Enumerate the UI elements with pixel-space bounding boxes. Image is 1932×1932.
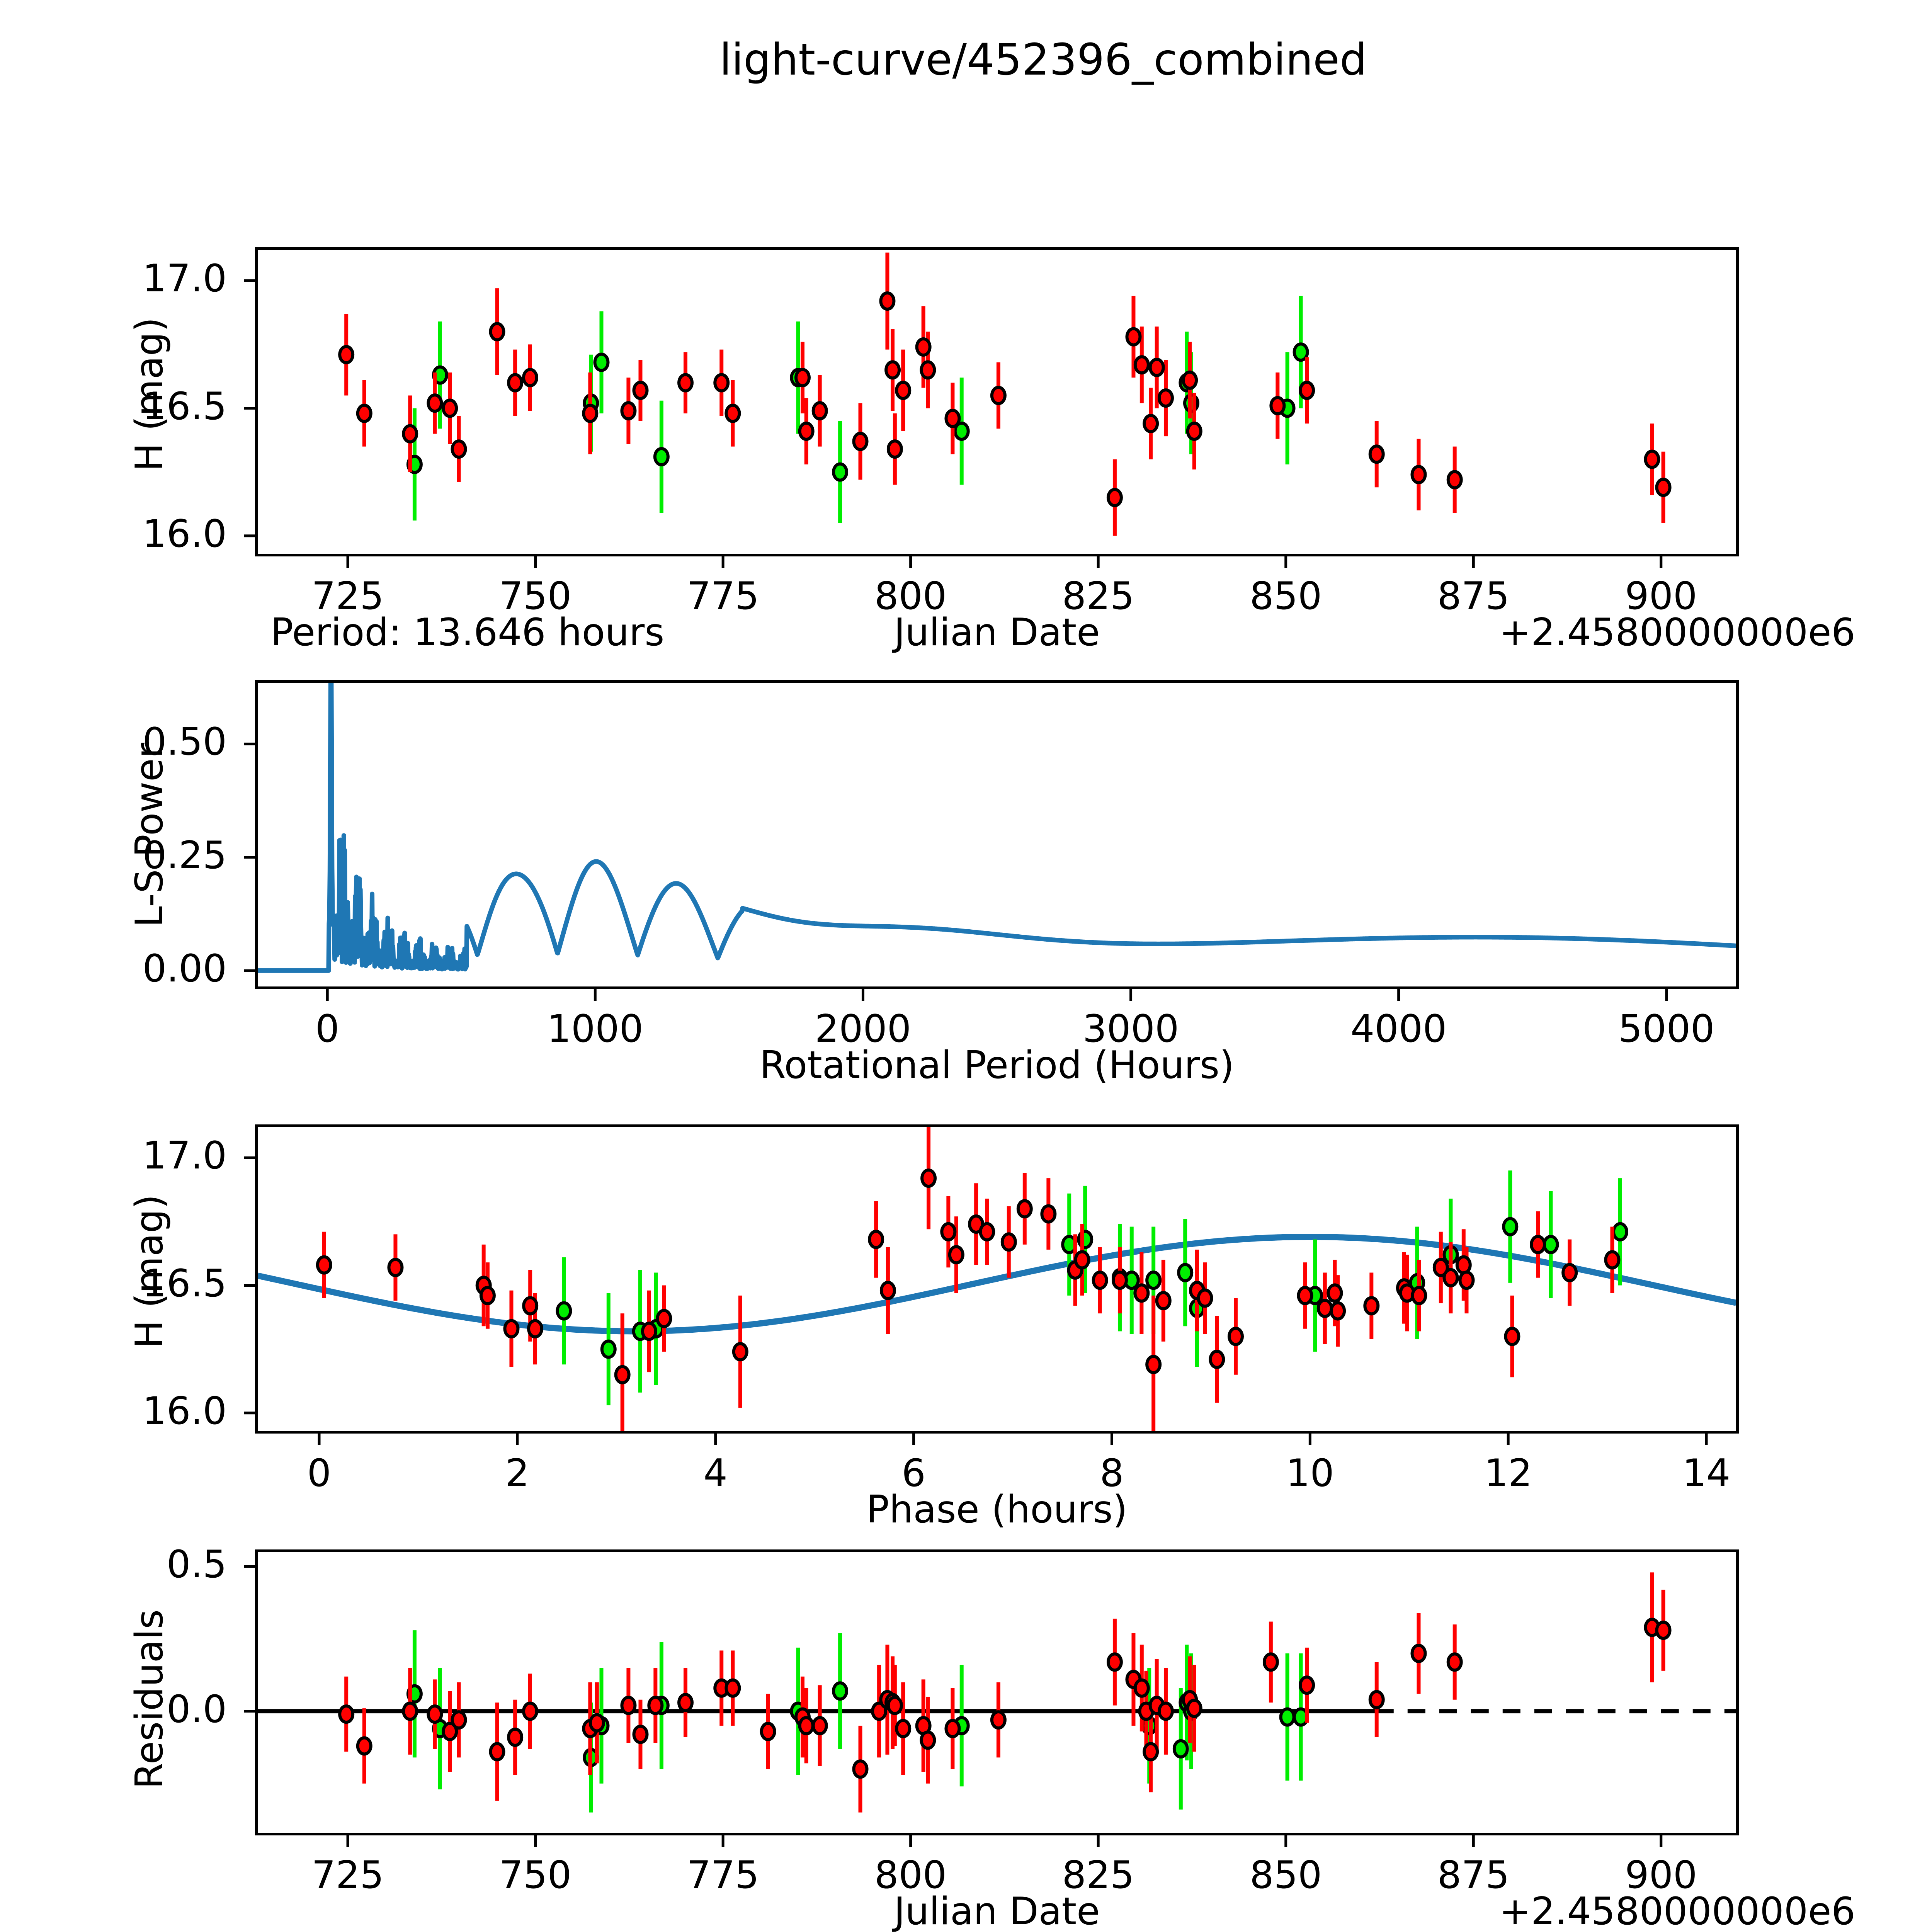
- residuals-xtick-label: 825: [1062, 1853, 1134, 1897]
- periodogram-ytick-label: 0.00: [142, 946, 227, 991]
- residuals-xtick-label: 800: [874, 1853, 947, 1897]
- phase-ytick-label: 16.5: [142, 1261, 227, 1306]
- lightcurve-yticks: [244, 279, 256, 537]
- periodogram-ytick-label: 0.50: [142, 720, 227, 764]
- periodogram-xtick-label: 3000: [1082, 1007, 1179, 1051]
- lightcurve-xlabel: Julian Date: [894, 611, 1100, 655]
- period-annotation: Period: 13.646 hours: [270, 611, 665, 655]
- residuals-ytick-label: 0.5: [167, 1543, 227, 1587]
- lightcurve-xtick-label: 800: [874, 574, 947, 618]
- lightcurve-xtick-label: 875: [1437, 574, 1510, 618]
- lightcurve-xtick-label: 850: [1250, 574, 1322, 618]
- lightcurve-ytick-label: 16.5: [142, 384, 227, 429]
- phase-xtick-label: 8: [1100, 1451, 1124, 1495]
- panel-lightcurve: H (mag) 725 750 775 800 825 850 875 900 16.0 16.…: [0, 0, 1932, 657]
- phase-xtick-label: 0: [307, 1451, 332, 1495]
- periodogram-xtick-label: 4000: [1350, 1007, 1447, 1051]
- periodogram-ytick-label: 0.25: [142, 833, 227, 878]
- series-red: [338, 1572, 1672, 1813]
- lightcurve-xtick-label: 825: [1062, 574, 1134, 618]
- lightcurve-xtick-label: 775: [687, 574, 759, 618]
- periodogram-xticks: [326, 989, 1668, 1001]
- lightcurve-xticks: [346, 556, 1663, 568]
- panel-phase: H (mag) 0 2 4 6 8 10 12 14 16.0 16.5 17.0 Phase (…: [128, 1124, 1739, 1532]
- residuals-xtick-label: 775: [687, 1853, 759, 1897]
- phase-xtick-label: 14: [1682, 1451, 1731, 1495]
- phase-ytick-label: 17.0: [142, 1134, 227, 1178]
- periodogram-xlabel: Rotational Period (Hours): [759, 1043, 1235, 1087]
- series-red: [316, 1127, 1621, 1431]
- phase-xtick-label: 4: [703, 1451, 728, 1495]
- residuals-xtick-label: 875: [1437, 1853, 1510, 1897]
- lightcurve-x-offset: +2.4580000000e6: [1499, 611, 1855, 655]
- residuals-axes-frame: [255, 1549, 1739, 1835]
- residuals-xtick-label: 750: [499, 1853, 572, 1897]
- residuals-plot-area: [258, 1572, 1736, 1813]
- residuals-yticks: [244, 1565, 256, 1713]
- series-red: [338, 252, 1672, 536]
- series-green: [406, 1630, 1309, 1813]
- lightcurve-xtick-label: 725: [311, 574, 384, 618]
- phase-xlabel: Phase (hours): [866, 1488, 1128, 1532]
- lightcurve-axes-frame: [255, 247, 1739, 556]
- lightcurve-xtick-label: 750: [499, 574, 572, 618]
- residuals-xtick-label: 725: [311, 1853, 384, 1897]
- lightcurve-ytick-label: 16.0: [142, 512, 227, 556]
- residuals-ytick-label: 0.0: [167, 1687, 227, 1731]
- lightcurve-plot-area: [338, 252, 1672, 536]
- periodogram-axes-frame: [255, 680, 1739, 989]
- panel-periodogram: L-S Power 0 1000 2000 3000 4000 5000 0.00 0.25…: [128, 680, 1739, 1087]
- residuals-xtick-label: 900: [1625, 1853, 1697, 1897]
- phase-axes-frame: [255, 1124, 1739, 1434]
- periodogram-xtick-label: 2000: [815, 1007, 912, 1051]
- phase-xtick-label: 6: [901, 1451, 926, 1495]
- phase-xtick-label: 10: [1286, 1451, 1334, 1495]
- phase-ytick-label: 16.0: [142, 1389, 227, 1433]
- periodogram-plot-area: [258, 683, 1736, 973]
- periodogram-xtick-label: 5000: [1618, 1007, 1715, 1051]
- residuals-xtick-label: 850: [1250, 1853, 1322, 1897]
- residuals-x-offset: +2.4580000000e6: [1499, 1889, 1855, 1932]
- lightcurve-ytick-label: 17.0: [142, 257, 227, 301]
- series-green: [406, 296, 1309, 523]
- phase-plot-area: [258, 1127, 1736, 1431]
- phase-xticks: [318, 1434, 1708, 1445]
- page-title: light-curve/452396_combined: [719, 35, 1367, 85]
- residuals-xlabel: Julian Date: [894, 1889, 1100, 1932]
- periodogram-yticks: [244, 742, 256, 972]
- lightcurve-xtick-label: 900: [1625, 574, 1697, 618]
- phase-xtick-label: 2: [505, 1451, 530, 1495]
- periodogram-xtick-label: 1000: [547, 1007, 644, 1051]
- phase-yticks: [244, 1156, 256, 1415]
- residuals-xticks: [346, 1835, 1663, 1847]
- phase-xtick-label: 12: [1484, 1451, 1532, 1495]
- periodogram-xtick-label: 0: [315, 1007, 340, 1051]
